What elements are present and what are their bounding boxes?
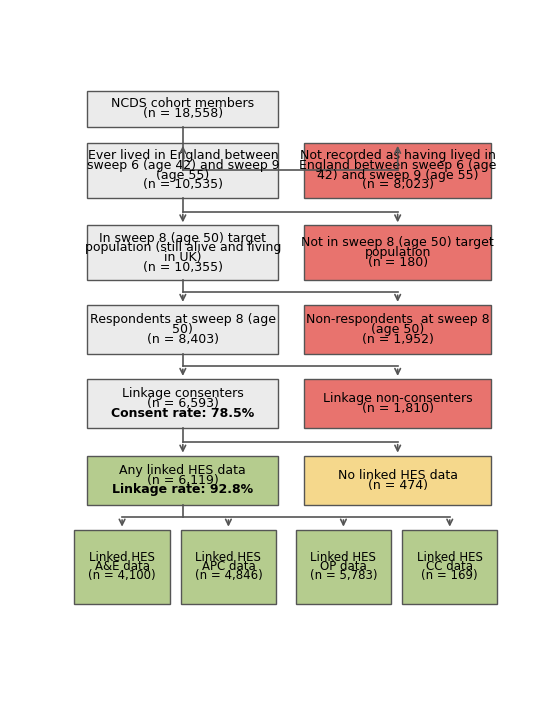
Text: A&E data: A&E data bbox=[95, 560, 150, 573]
Text: sweep 6 (age 42) and sweep 9: sweep 6 (age 42) and sweep 9 bbox=[87, 159, 279, 172]
Text: (n = 4,100): (n = 4,100) bbox=[88, 569, 156, 582]
Text: Linkage consenters: Linkage consenters bbox=[122, 387, 244, 400]
Text: population (still alive and living: population (still alive and living bbox=[85, 241, 281, 254]
Text: Non-respondents  at sweep 8: Non-respondents at sweep 8 bbox=[306, 313, 489, 326]
Text: (n = 169): (n = 169) bbox=[422, 569, 478, 582]
Text: NCDS cohort members: NCDS cohort members bbox=[111, 98, 254, 110]
Text: (age 50): (age 50) bbox=[371, 323, 424, 336]
FancyBboxPatch shape bbox=[87, 305, 278, 354]
Text: Not recorded as having lived in: Not recorded as having lived in bbox=[300, 150, 496, 162]
Text: (n = 10,355): (n = 10,355) bbox=[143, 261, 223, 273]
Text: CC data: CC data bbox=[426, 560, 473, 573]
Text: Linked HES: Linked HES bbox=[195, 551, 262, 564]
FancyBboxPatch shape bbox=[305, 305, 491, 354]
FancyBboxPatch shape bbox=[181, 530, 276, 604]
FancyBboxPatch shape bbox=[87, 456, 278, 505]
FancyBboxPatch shape bbox=[305, 143, 491, 198]
FancyBboxPatch shape bbox=[305, 225, 491, 280]
FancyBboxPatch shape bbox=[87, 225, 278, 280]
Text: OP data: OP data bbox=[320, 560, 367, 573]
Text: (n = 1,810): (n = 1,810) bbox=[362, 402, 433, 415]
FancyBboxPatch shape bbox=[402, 530, 497, 604]
Text: 50): 50) bbox=[172, 323, 193, 336]
Text: in UK): in UK) bbox=[164, 251, 202, 264]
FancyBboxPatch shape bbox=[305, 379, 491, 428]
Text: Linked HES: Linked HES bbox=[89, 551, 155, 564]
Text: (n = 10,535): (n = 10,535) bbox=[143, 179, 223, 192]
Text: (n = 18,558): (n = 18,558) bbox=[143, 107, 223, 120]
Text: (age 55): (age 55) bbox=[156, 169, 209, 182]
Text: Any linked HES data: Any linked HES data bbox=[119, 464, 246, 477]
Text: (n = 6,119): (n = 6,119) bbox=[147, 473, 219, 487]
Text: (n = 8,023): (n = 8,023) bbox=[362, 179, 433, 192]
Text: population: population bbox=[365, 246, 431, 259]
Text: Not in sweep 8 (age 50) target: Not in sweep 8 (age 50) target bbox=[301, 236, 494, 249]
Text: Consent rate: 78.5%: Consent rate: 78.5% bbox=[111, 407, 254, 419]
Text: APC data: APC data bbox=[202, 560, 255, 573]
FancyBboxPatch shape bbox=[74, 530, 170, 604]
FancyBboxPatch shape bbox=[87, 91, 278, 127]
FancyBboxPatch shape bbox=[305, 456, 491, 505]
Text: Linked HES: Linked HES bbox=[310, 551, 376, 564]
Text: (n = 4,846): (n = 4,846) bbox=[194, 569, 262, 582]
Text: England between sweep 6 (age: England between sweep 6 (age bbox=[299, 159, 496, 172]
Text: (n = 474): (n = 474) bbox=[368, 478, 428, 491]
Text: (n = 6,593): (n = 6,593) bbox=[147, 397, 219, 410]
Text: Ever lived in England between: Ever lived in England between bbox=[87, 150, 278, 162]
Text: 42) and sweep 9 (age 55): 42) and sweep 9 (age 55) bbox=[317, 169, 478, 182]
Text: Linkage rate: 92.8%: Linkage rate: 92.8% bbox=[112, 483, 254, 496]
Text: Respondents at sweep 8 (age: Respondents at sweep 8 (age bbox=[90, 313, 276, 326]
Text: Linked HES: Linked HES bbox=[417, 551, 483, 564]
Text: (n = 5,783): (n = 5,783) bbox=[310, 569, 377, 582]
Text: (n = 180): (n = 180) bbox=[367, 256, 428, 269]
FancyBboxPatch shape bbox=[87, 379, 278, 428]
FancyBboxPatch shape bbox=[296, 530, 391, 604]
Text: In sweep 8 (age 50) target: In sweep 8 (age 50) target bbox=[99, 231, 267, 245]
Text: (n = 8,403): (n = 8,403) bbox=[147, 333, 219, 345]
Text: Linkage non-consenters: Linkage non-consenters bbox=[323, 392, 473, 405]
Text: (n = 1,952): (n = 1,952) bbox=[362, 333, 433, 345]
Text: No linked HES data: No linked HES data bbox=[338, 468, 458, 482]
FancyBboxPatch shape bbox=[87, 143, 278, 198]
